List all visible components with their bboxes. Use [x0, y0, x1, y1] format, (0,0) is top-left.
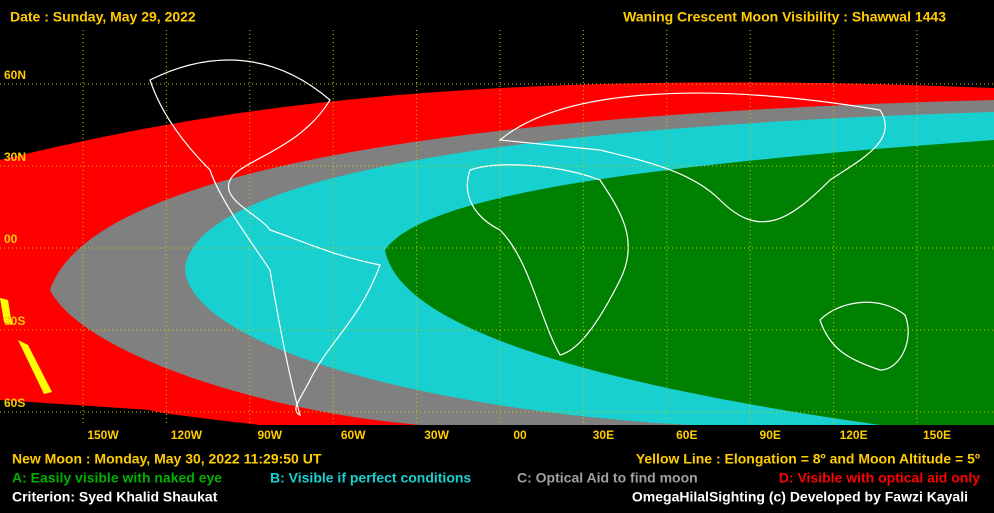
coastlines	[149, 59, 909, 417]
coastline-australia	[819, 301, 909, 371]
legend-c: C: Optical Aid to find moon	[517, 470, 698, 486]
longitude-label: 150W	[87, 428, 119, 442]
axis-labels: 60N 30N 00 30S 60S 150W 120W 90W 60W 30W 00 30E 60E 9…	[4, 68, 951, 442]
longitude-label: 00	[513, 428, 527, 442]
new-moon: New Moon : Monday, May 30, 2022 11:29:50…	[12, 451, 322, 467]
longitude-label: 30W	[424, 428, 449, 442]
coastline-americas	[149, 59, 381, 417]
longitude-label: 60W	[341, 428, 366, 442]
graticule	[0, 30, 994, 425]
latitude-label: 30S	[4, 314, 25, 328]
latitude-label: 00	[4, 232, 18, 246]
legend-a: A: Easily visible with naked eye	[12, 470, 222, 486]
latitude-label: 60N	[4, 68, 26, 82]
legend-d: D: Visible with optical aid only	[779, 470, 980, 486]
legend-b: B: Visible if perfect conditions	[270, 470, 471, 486]
longitude-label: 90W	[257, 428, 282, 442]
yellow-line	[0, 298, 52, 394]
visibility-zones	[0, 82, 994, 425]
longitude-label: 30E	[593, 428, 614, 442]
date: Date : Sunday, May 29, 2022	[10, 9, 196, 25]
latitude-label: 60S	[4, 396, 25, 410]
longitude-label: 90E	[760, 428, 781, 442]
longitude-label: 120W	[171, 428, 203, 442]
yellow-line-note: Yellow Line : Elongation = 8º and Moon A…	[636, 451, 980, 467]
credit: OmegaHilalSighting (c) Developed by Fawz…	[632, 489, 968, 505]
title: Waning Crescent Moon Visibility : Shawwa…	[623, 9, 946, 25]
longitude-label: 150E	[923, 428, 951, 442]
zone-a	[385, 140, 994, 425]
latitude-label: 30N	[4, 150, 26, 164]
criterion: Criterion: Syed Khalid Shaukat	[12, 489, 218, 505]
longitude-label: 60E	[676, 428, 697, 442]
longitude-label: 120E	[840, 428, 868, 442]
coastline-africa-eurasia	[466, 92, 886, 356]
